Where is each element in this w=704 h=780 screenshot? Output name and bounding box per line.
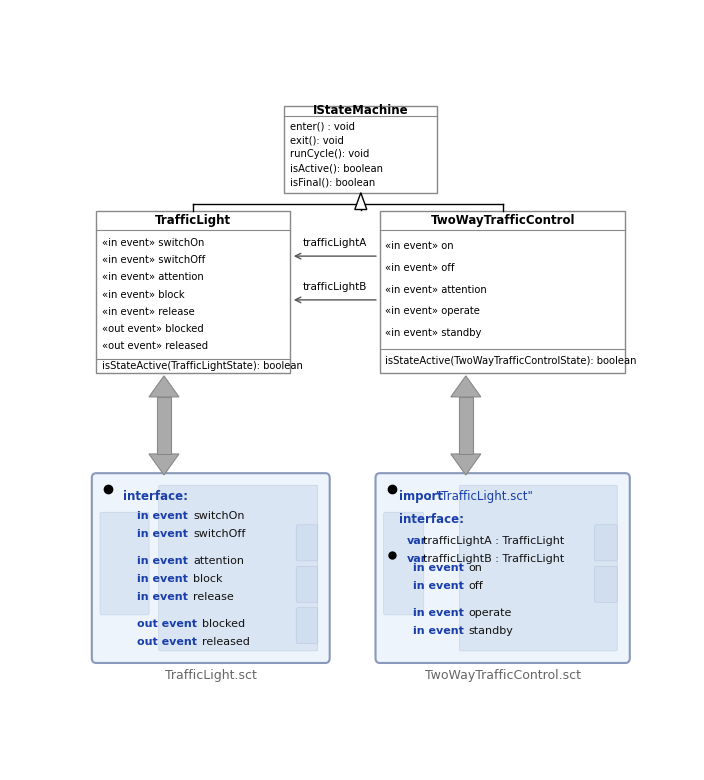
Text: IStateMachine: IStateMachine [313, 105, 408, 117]
Text: isActive(): boolean: isActive(): boolean [290, 163, 383, 173]
Polygon shape [149, 454, 179, 475]
Text: «in event» attention: «in event» attention [385, 285, 487, 295]
Text: «in event» switchOn: «in event» switchOn [101, 238, 204, 248]
Text: on: on [468, 562, 482, 573]
Text: trafficLightA : TrafficLight: trafficLightA : TrafficLight [423, 536, 564, 546]
Polygon shape [149, 376, 179, 397]
Bar [380, 211, 625, 373]
Text: isStateActive(TwoWayTrafficControlState): boolean: isStateActive(TwoWayTrafficControlState)… [385, 356, 637, 366]
Bar [157, 397, 171, 454]
Text: «in event» release: «in event» release [101, 307, 194, 317]
Text: TrafficLight.sct: TrafficLight.sct [165, 669, 257, 682]
Text: isStateActive(TrafficLightState): boolean: isStateActive(TrafficLightState): boolea… [101, 361, 303, 371]
Text: TwoWayTrafficControl: TwoWayTrafficControl [430, 214, 575, 227]
Text: «in event» standby: «in event» standby [385, 328, 482, 339]
Text: «in event» attention: «in event» attention [101, 272, 203, 282]
Text: switchOn: switchOn [193, 511, 244, 521]
Text: in event: in event [413, 626, 467, 636]
Text: out event: out event [137, 619, 201, 629]
Text: «out event» blocked: «out event» blocked [101, 324, 203, 334]
Text: blocked: blocked [202, 619, 245, 629]
Text: «in event» block: «in event» block [101, 289, 184, 300]
Text: block: block [193, 574, 222, 584]
Text: trafficLightB: trafficLightB [303, 282, 367, 292]
Text: in event: in event [413, 562, 467, 573]
Polygon shape [451, 376, 481, 397]
Text: interface:: interface: [123, 490, 189, 503]
Text: in event: in event [137, 592, 192, 602]
Text: «in event» on: «in event» on [385, 242, 454, 251]
Text: out event: out event [137, 637, 201, 647]
Text: «in event» operate: «in event» operate [385, 307, 480, 317]
Text: import: import [399, 490, 443, 503]
Polygon shape [355, 193, 367, 210]
Text: off: off [468, 580, 483, 590]
Text: «out event» released: «out event» released [101, 342, 208, 351]
Text: var: var [407, 536, 427, 546]
Bar [96, 211, 290, 373]
Text: attention: attention [193, 556, 244, 566]
Text: : "TrafficLight.sct": : "TrafficLight.sct" [428, 490, 533, 503]
Text: in event: in event [413, 580, 467, 590]
Text: interface:: interface: [399, 512, 464, 526]
FancyBboxPatch shape [296, 608, 318, 644]
FancyBboxPatch shape [296, 566, 318, 602]
FancyBboxPatch shape [594, 566, 617, 602]
Bar [284, 105, 437, 193]
Text: in event: in event [413, 608, 467, 618]
Text: TrafficLight: TrafficLight [155, 214, 231, 227]
Text: var: var [407, 554, 427, 564]
Text: runCycle(): void: runCycle(): void [290, 150, 369, 159]
Text: in event: in event [137, 574, 192, 584]
FancyBboxPatch shape [459, 485, 617, 651]
FancyBboxPatch shape [92, 473, 329, 663]
FancyBboxPatch shape [158, 485, 318, 651]
Text: enter() : void: enter() : void [290, 122, 355, 132]
Polygon shape [451, 454, 481, 475]
Bar [459, 397, 472, 454]
Text: operate: operate [468, 608, 512, 618]
Text: trafficLightB : TrafficLight: trafficLightB : TrafficLight [423, 554, 564, 564]
Text: standby: standby [468, 626, 513, 636]
Text: release: release [193, 592, 234, 602]
Text: TwoWayTrafficControl.sct: TwoWayTrafficControl.sct [425, 669, 581, 682]
Text: in event: in event [137, 556, 192, 566]
Text: in event: in event [137, 511, 192, 521]
Text: switchOff: switchOff [193, 529, 245, 539]
Text: exit(): void: exit(): void [290, 136, 344, 145]
FancyBboxPatch shape [100, 512, 149, 615]
Text: trafficLightA: trafficLightA [303, 239, 367, 248]
FancyBboxPatch shape [375, 473, 630, 663]
Text: «in event» off: «in event» off [385, 263, 455, 273]
Text: «in event» switchOff: «in event» switchOff [101, 255, 205, 265]
Text: in event: in event [137, 529, 192, 539]
FancyBboxPatch shape [384, 512, 424, 615]
FancyBboxPatch shape [594, 525, 617, 561]
Text: released: released [202, 637, 250, 647]
FancyBboxPatch shape [296, 525, 318, 561]
Text: isFinal(): boolean: isFinal(): boolean [290, 177, 375, 187]
